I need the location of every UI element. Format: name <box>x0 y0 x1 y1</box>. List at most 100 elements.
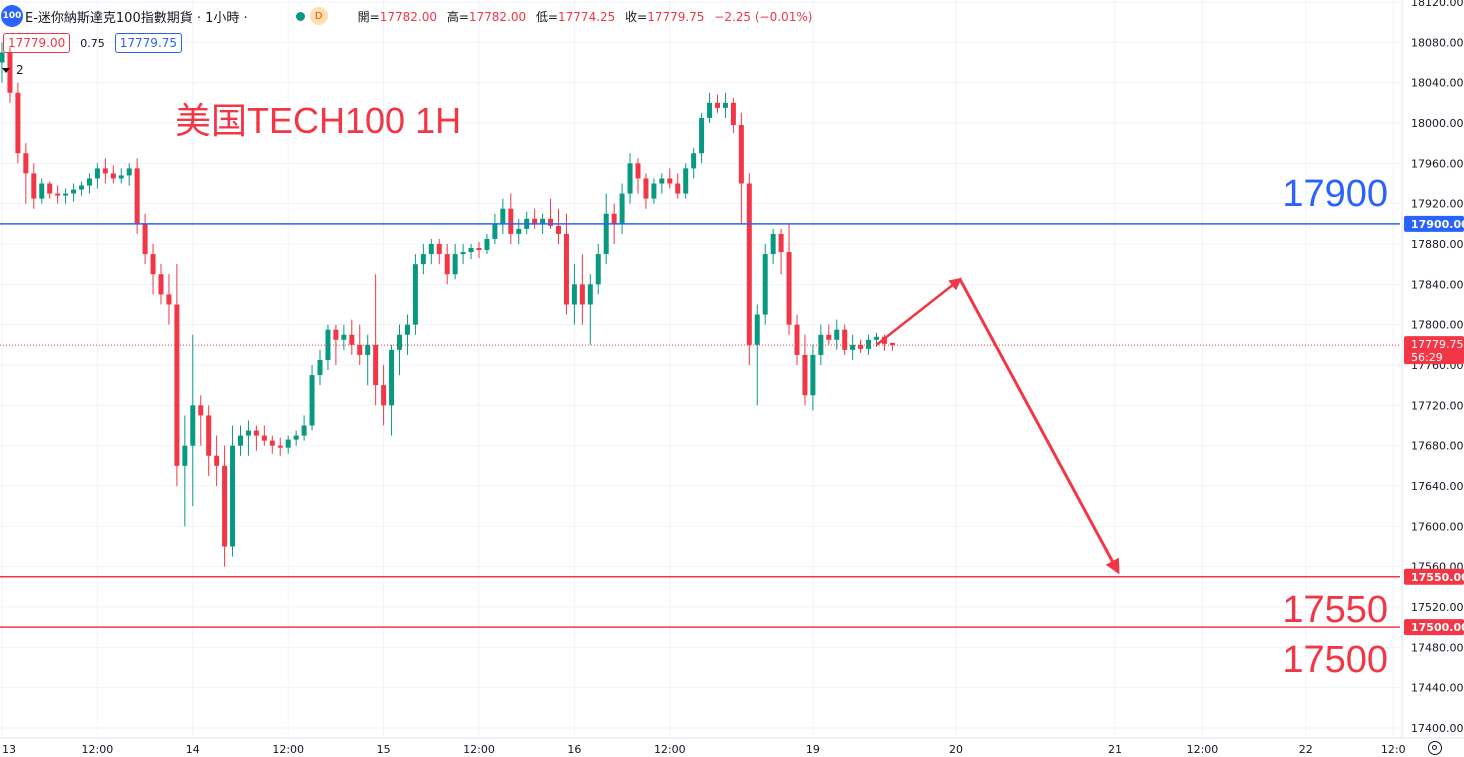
candle <box>142 213 148 265</box>
candle <box>285 435 291 454</box>
candle-body <box>214 455 220 466</box>
candle-body <box>102 168 108 174</box>
last-price-label: 17779.75 <box>1411 338 1464 351</box>
candle <box>341 324 347 350</box>
candle <box>516 218 522 244</box>
candle <box>659 173 665 194</box>
candle <box>309 365 315 431</box>
candle <box>675 173 681 199</box>
price-axis-bg <box>1402 0 1464 738</box>
candle-body <box>643 178 649 199</box>
candle <box>786 223 792 335</box>
candle-body <box>198 405 204 416</box>
candle <box>492 213 498 244</box>
candle <box>182 415 188 527</box>
time-tick-label: 12:00 <box>272 743 304 756</box>
candle-body <box>166 294 172 305</box>
candle-body <box>39 183 45 199</box>
candle <box>245 420 251 456</box>
candle <box>667 168 673 189</box>
candle-body <box>611 213 617 224</box>
candle <box>715 94 720 113</box>
candle <box>293 430 299 446</box>
candle-body <box>397 334 402 350</box>
projection-arrow-down <box>958 278 1120 575</box>
sell-button[interactable]: 17779.00 <box>3 33 71 53</box>
candle-body <box>222 465 228 547</box>
candle <box>150 244 156 295</box>
candle <box>556 208 561 244</box>
indicators-toggle[interactable]: 2 <box>2 63 24 77</box>
open-label: 開= <box>357 9 380 24</box>
candle <box>778 228 784 275</box>
candle-body <box>428 244 434 255</box>
candle-body <box>174 304 180 466</box>
candle-body <box>476 248 482 251</box>
price-tick-label: 17840.00 <box>1411 278 1464 291</box>
symbol-header[interactable]: 100 E-迷你納斯達克100指數期貨 · 1小時 · D 開=17782.00… <box>0 0 812 32</box>
candle <box>643 173 649 209</box>
symbol-title[interactable]: E-迷你納斯達克100指數期貨 · 1小時 · <box>25 10 248 26</box>
candle-body <box>253 430 259 436</box>
candle <box>802 334 808 406</box>
price-tick-label: 18000.00 <box>1411 117 1464 130</box>
candle-body <box>683 168 689 194</box>
candle <box>532 208 538 229</box>
delayed-badge: D <box>309 7 328 25</box>
candle-body <box>333 329 339 340</box>
candle <box>428 238 434 265</box>
candle <box>373 274 379 406</box>
candle-body <box>881 336 887 344</box>
candle <box>325 324 331 371</box>
candle <box>476 241 482 259</box>
candle <box>770 228 776 265</box>
candle-body <box>15 92 21 154</box>
market-status[interactable]: D <box>295 7 328 25</box>
price-tick-label: 18040.00 <box>1411 77 1464 90</box>
candle <box>563 213 569 315</box>
candle-body <box>47 183 53 194</box>
candle-body <box>619 193 625 224</box>
candle <box>166 274 172 325</box>
time-tick-label: 12:00 <box>1187 743 1219 756</box>
candle-body <box>436 244 442 255</box>
price-tick-label: 17800.00 <box>1411 319 1464 332</box>
candle <box>754 304 760 406</box>
candle <box>603 193 609 265</box>
candle-body <box>150 254 156 275</box>
time-tick-label: 12:0 <box>1381 743 1406 756</box>
settings-gear-icon[interactable] <box>1428 741 1442 755</box>
candle-body <box>548 218 554 226</box>
buy-button[interactable]: 17779.75 <box>114 33 183 53</box>
candle-body <box>126 168 132 176</box>
time-tick-label: 19 <box>806 743 820 756</box>
candle <box>508 193 514 244</box>
candle-body <box>404 324 410 335</box>
support-17500-axis-badge <box>1404 619 1464 636</box>
support-17500-text: 17500 <box>1282 639 1388 681</box>
candle <box>0 42 5 83</box>
candle <box>452 244 458 280</box>
candle <box>635 158 641 194</box>
candle-body <box>261 435 267 441</box>
candle-body <box>858 344 864 349</box>
price-axis[interactable]: 17400.0017440.0017480.0017520.0017560.00… <box>1401 0 1464 738</box>
candle-body <box>738 125 744 184</box>
spread-value: 0.75 <box>80 36 105 50</box>
candle <box>468 244 474 260</box>
candle-body <box>206 415 212 456</box>
candle <box>866 334 872 355</box>
time-tick-label: 12:00 <box>82 743 114 756</box>
time-axis[interactable]: 13 12:00 14 12:00 15 12:00 16 12:00 19 20 21 12:00 2… <box>0 737 1464 756</box>
candle-body <box>389 349 395 406</box>
candle <box>63 188 69 204</box>
candle <box>842 324 848 355</box>
candle <box>349 319 355 355</box>
chevron-down-icon <box>2 67 10 73</box>
candle-body <box>309 375 315 426</box>
ohlc-values: 開=17782.00 高=17782.00 低=17774.25 收=17779… <box>358 8 813 25</box>
chart-title: 美国TECH100 1H <box>175 100 461 141</box>
candle <box>500 198 506 234</box>
candle-body <box>23 153 29 174</box>
